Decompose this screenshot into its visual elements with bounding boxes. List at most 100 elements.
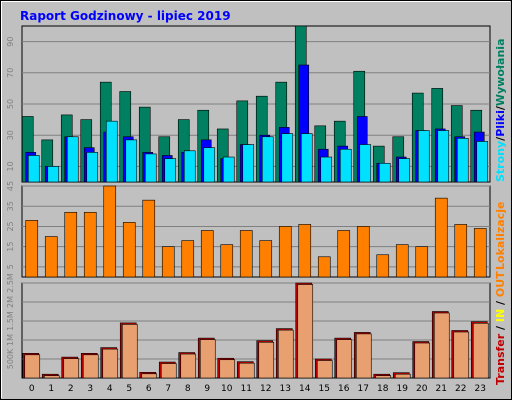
transfer-tick-label: 1M: [6, 334, 15, 346]
pages-bar: [86, 152, 99, 183]
visits-tick-label: 15: [6, 242, 15, 252]
pages-bar: [144, 153, 157, 183]
visits-bar: [454, 224, 468, 278]
hour-label: 21: [436, 384, 447, 394]
hour-label: 23: [475, 384, 486, 394]
pages-bar: [222, 156, 235, 183]
hour-label: 4: [107, 384, 113, 394]
hits-tick-label: 50: [6, 99, 15, 109]
transfer-bar: [121, 324, 138, 379]
transfer-bar: [102, 348, 119, 379]
hour-label: 18: [377, 384, 389, 394]
visits-bar: [317, 256, 331, 278]
transfer-tick-label: 1.5M: [6, 311, 15, 331]
hits-tick-label: 10: [6, 161, 15, 171]
hour-label: 9: [204, 384, 210, 394]
hour-label: 13: [280, 384, 291, 394]
hour-axis-labels: 0 1 2 3 4 5 6 7 8 9 10 11 12 13 14 15 16 17 18 19 20 21 22 23: [29, 384, 486, 394]
visits-bar: [434, 197, 448, 278]
visits-bar: [161, 246, 175, 278]
pages-bar: [242, 144, 255, 183]
visits-bar: [181, 240, 195, 278]
visits-plot-area: [21, 185, 491, 278]
transfer-bar: [375, 375, 392, 379]
legend-pages: Strony: [494, 141, 507, 182]
transfer-bar: [414, 342, 431, 379]
hour-label: 11: [241, 384, 252, 394]
transfer-tick-label: 2.5M: [6, 273, 15, 293]
visits-bar: [103, 185, 117, 278]
report-title: Raport Godzinowy - lipiec 2019: [20, 9, 231, 23]
pages-bar: [417, 130, 430, 183]
transfer-panel: 500K 1M 1.5M 2M 2.5M: [6, 273, 491, 379]
legend-files: Pliki: [494, 110, 507, 137]
visits-bar: [473, 228, 487, 278]
pages-bar: [339, 148, 352, 183]
svg-text:Lokalizacje: Lokalizacje: [494, 202, 507, 270]
legend-hits: Wywołania: [494, 39, 507, 107]
legend-locations: Lokalizacje: [494, 202, 507, 270]
visits-bar: [200, 230, 214, 278]
hour-label: 8: [185, 384, 191, 394]
transfer-tick-label: 500K: [6, 348, 15, 369]
transfer-bar: [82, 354, 99, 379]
hour-label: 10: [221, 384, 233, 394]
visits-tick-label: 5: [6, 264, 15, 269]
pages-bar: [66, 136, 79, 183]
transfer-bar: [43, 375, 60, 379]
visits-bar: [337, 230, 351, 278]
svg-text:Transfer / IN / OUT: Transfer / IN / OUT: [494, 271, 507, 385]
visits-bar: [220, 244, 234, 278]
pages-bar: [300, 133, 313, 183]
transfer-bar: [316, 360, 333, 379]
visits-tick-label: 45: [6, 181, 15, 191]
pages-bar: [456, 138, 469, 183]
legend-transfer: Transfer: [494, 333, 507, 385]
hits-tick-label: 70: [6, 68, 15, 78]
visits-bar: [122, 222, 136, 278]
legend-out: OUT: [494, 271, 507, 297]
transfer-bar: [336, 339, 353, 379]
visits-bar: [395, 244, 409, 278]
visits-bar: [356, 226, 370, 278]
hits-legend: Strony/Pliki/Wywołania: [494, 39, 507, 183]
transfer-bar: [238, 362, 255, 379]
pages-bar: [476, 141, 489, 183]
visits-legend: Lokalizacje: [494, 202, 507, 270]
transfer-bar: [258, 341, 275, 379]
legend-in: IN: [494, 309, 507, 322]
hour-label: 0: [29, 384, 35, 394]
visits-bar: [83, 211, 97, 278]
transfer-bar: [472, 322, 489, 379]
visits-bar: [278, 226, 292, 278]
hour-label: 5: [126, 384, 132, 394]
legend-sep-4: /: [494, 297, 507, 309]
legend-sep-2: /: [494, 105, 507, 110]
visits-bar: [376, 254, 390, 278]
hour-label: 19: [397, 384, 409, 394]
visits-bar: [44, 236, 58, 278]
visits-panel: 5 15 25 35 45: [6, 181, 491, 278]
visits-tick-label: 35: [6, 201, 15, 211]
transfer-bar: [219, 359, 236, 379]
transfer-bar: [355, 333, 372, 379]
transfer-tick-label: 2M: [6, 296, 15, 308]
pages-bar: [281, 133, 294, 183]
hits-tick-label: 30: [6, 130, 15, 140]
visits-bar: [64, 211, 78, 278]
pages-bar: [203, 147, 216, 183]
pages-bar: [164, 158, 177, 183]
transfer-bar: [199, 339, 216, 379]
hour-label: 15: [319, 384, 330, 394]
hour-label: 6: [146, 384, 152, 394]
hour-label: 17: [358, 384, 369, 394]
transfer-bar: [141, 373, 158, 379]
transfer-bar: [277, 329, 294, 379]
hour-label: 16: [338, 384, 350, 394]
hits-panel: 10 30 50 70 90: [6, 25, 491, 183]
transfer-bar: [160, 363, 177, 379]
transfer-legend: Transfer / IN / OUT: [494, 271, 507, 385]
hour-label: 20: [416, 384, 428, 394]
transfer-bar: [453, 331, 470, 379]
